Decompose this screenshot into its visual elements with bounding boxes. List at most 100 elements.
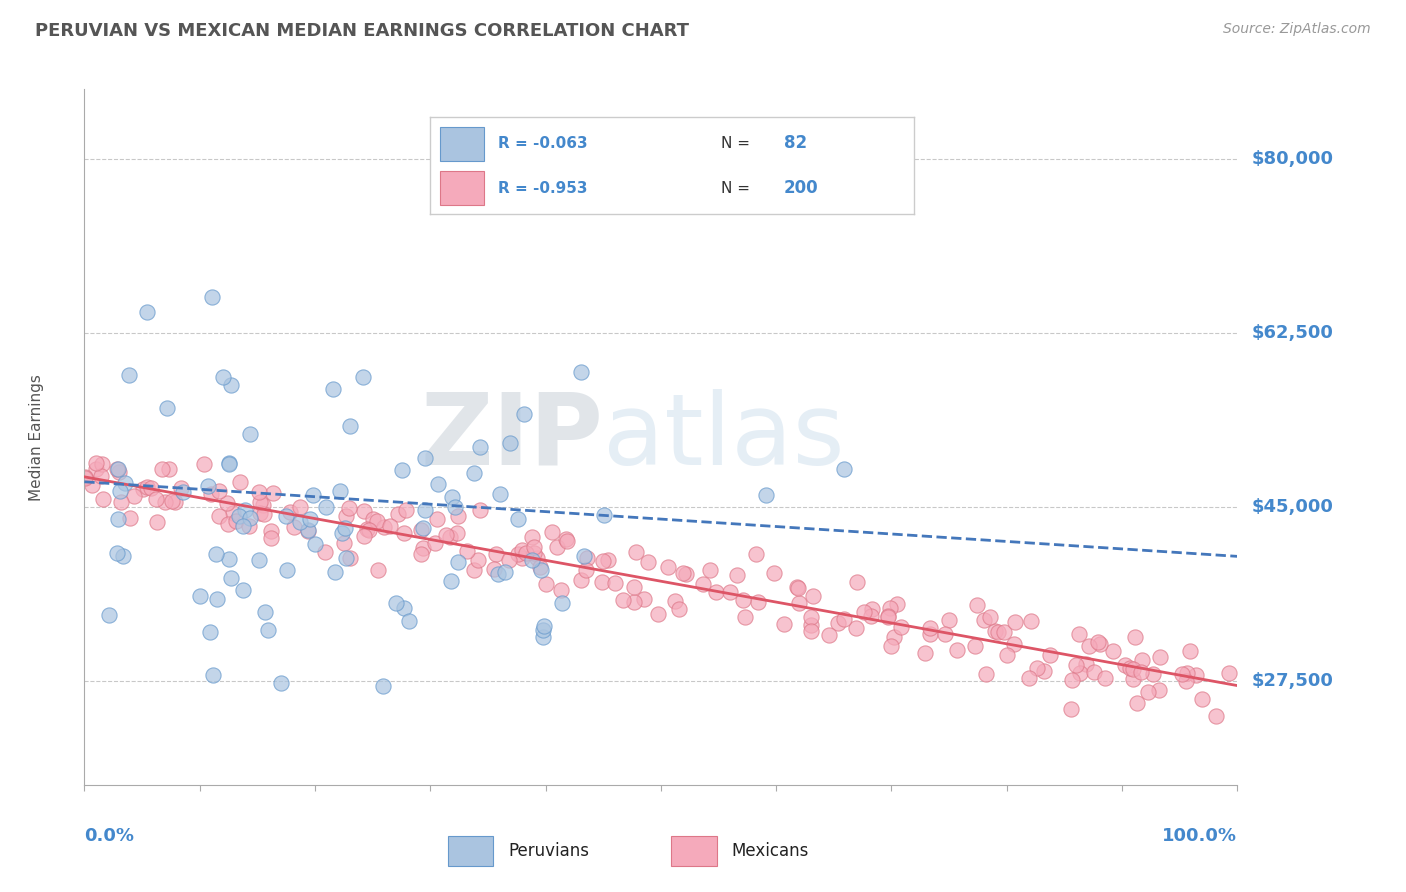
Point bbox=[973, 613, 995, 627]
Point bbox=[434, 528, 457, 542]
Point bbox=[879, 601, 901, 615]
Point bbox=[247, 553, 270, 567]
Point bbox=[217, 516, 239, 531]
Point bbox=[1122, 662, 1144, 676]
Point bbox=[1021, 615, 1043, 629]
Text: $27,500: $27,500 bbox=[1251, 672, 1333, 690]
Point bbox=[280, 504, 302, 518]
Point bbox=[463, 466, 485, 480]
Point bbox=[297, 524, 319, 538]
Point bbox=[879, 640, 901, 654]
Point bbox=[90, 469, 112, 483]
Point bbox=[145, 491, 167, 506]
Point bbox=[366, 515, 388, 529]
Point bbox=[337, 500, 360, 515]
Point bbox=[156, 401, 179, 416]
Point bbox=[860, 602, 883, 616]
Point bbox=[253, 507, 276, 521]
Point bbox=[322, 383, 344, 397]
Point bbox=[569, 365, 592, 379]
Point bbox=[315, 500, 337, 515]
Point bbox=[299, 511, 322, 525]
Point bbox=[540, 524, 562, 539]
Point bbox=[506, 547, 529, 561]
Point bbox=[844, 621, 866, 635]
Point bbox=[75, 471, 97, 485]
Point bbox=[623, 580, 645, 594]
Point bbox=[1064, 657, 1087, 672]
Point bbox=[153, 495, 176, 509]
Point bbox=[534, 577, 557, 591]
Text: 0.0%: 0.0% bbox=[84, 827, 135, 845]
Point bbox=[494, 566, 516, 580]
Point bbox=[426, 511, 449, 525]
Point bbox=[247, 485, 270, 500]
Point bbox=[1130, 653, 1153, 667]
Point bbox=[107, 461, 129, 475]
Point bbox=[367, 563, 389, 577]
Point bbox=[876, 610, 898, 624]
Point bbox=[1060, 673, 1083, 688]
Point bbox=[747, 595, 769, 609]
Point bbox=[603, 576, 626, 591]
Point bbox=[398, 614, 420, 628]
Point bbox=[1018, 671, 1040, 685]
Point bbox=[498, 553, 520, 567]
Point bbox=[276, 564, 298, 578]
Point bbox=[1119, 661, 1142, 675]
Point bbox=[520, 553, 543, 567]
Point bbox=[800, 618, 823, 632]
Point bbox=[1129, 665, 1152, 679]
Point bbox=[335, 521, 357, 535]
Point bbox=[198, 625, 221, 640]
Point bbox=[1090, 637, 1112, 651]
Point bbox=[914, 646, 936, 660]
Point bbox=[1032, 664, 1054, 678]
Point bbox=[468, 441, 491, 455]
Point bbox=[91, 491, 114, 506]
Point bbox=[219, 571, 242, 585]
Point bbox=[485, 548, 508, 562]
Point bbox=[229, 475, 252, 490]
Point bbox=[555, 534, 578, 549]
Point bbox=[219, 378, 242, 392]
Point bbox=[1083, 665, 1105, 679]
Point bbox=[146, 515, 169, 529]
Text: Median Earnings: Median Earnings bbox=[30, 374, 44, 500]
Point bbox=[304, 537, 326, 551]
Point bbox=[1126, 697, 1149, 711]
Point bbox=[832, 612, 855, 626]
Point bbox=[359, 524, 381, 538]
Point bbox=[193, 458, 215, 472]
Point bbox=[668, 602, 690, 616]
Point bbox=[513, 407, 536, 421]
Point bbox=[569, 573, 592, 587]
Point bbox=[335, 508, 357, 523]
Point bbox=[385, 596, 408, 610]
Point bbox=[444, 500, 467, 515]
Point bbox=[945, 643, 967, 657]
Point bbox=[254, 605, 277, 619]
Point bbox=[335, 551, 357, 566]
Point bbox=[207, 484, 229, 499]
Point bbox=[202, 668, 225, 682]
Point bbox=[411, 547, 433, 561]
Point bbox=[110, 495, 132, 509]
Point bbox=[218, 551, 240, 566]
Point bbox=[330, 525, 353, 540]
Point bbox=[446, 526, 468, 541]
Point bbox=[1060, 702, 1083, 716]
Point bbox=[118, 511, 141, 525]
Point bbox=[920, 621, 942, 635]
Point bbox=[482, 562, 505, 576]
Point bbox=[212, 370, 235, 384]
Point bbox=[675, 567, 697, 582]
Point bbox=[218, 456, 240, 470]
Point bbox=[222, 506, 245, 520]
Point bbox=[108, 465, 131, 479]
Point bbox=[163, 495, 186, 509]
Point bbox=[447, 508, 470, 523]
Point bbox=[1178, 644, 1201, 658]
Point bbox=[218, 457, 240, 471]
Point bbox=[1114, 657, 1136, 672]
